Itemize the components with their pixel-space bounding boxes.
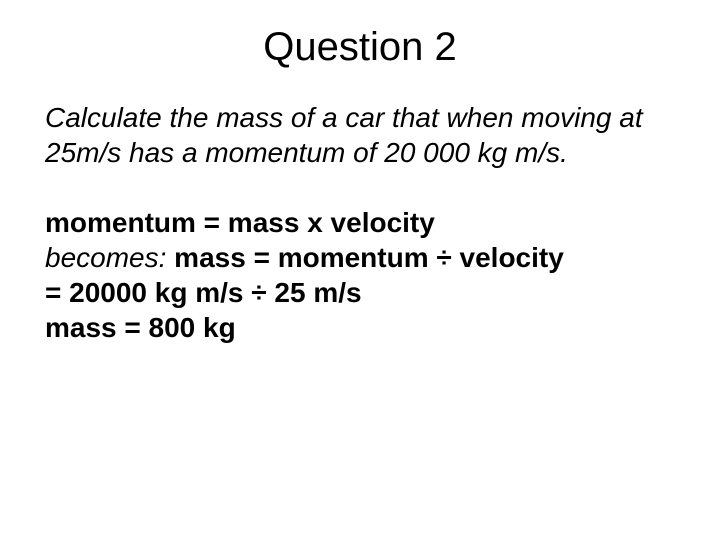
becomes-label: becomes:	[45, 242, 166, 273]
rearranged-line: becomes: mass = momentum ÷ velocity	[45, 240, 675, 275]
solution-block: momentum = mass x velocity becomes: mass…	[45, 205, 675, 345]
question-text: Calculate the mass of a car that when mo…	[45, 100, 675, 170]
slide-title: Question 2	[45, 25, 675, 70]
rearranged-formula: mass = momentum ÷ velocity	[166, 242, 563, 273]
substitution-line: = 20000 kg m/s ÷ 25 m/s	[45, 275, 675, 310]
answer-line: mass = 800 kg	[45, 310, 675, 345]
formula-line: momentum = mass x velocity	[45, 205, 675, 240]
